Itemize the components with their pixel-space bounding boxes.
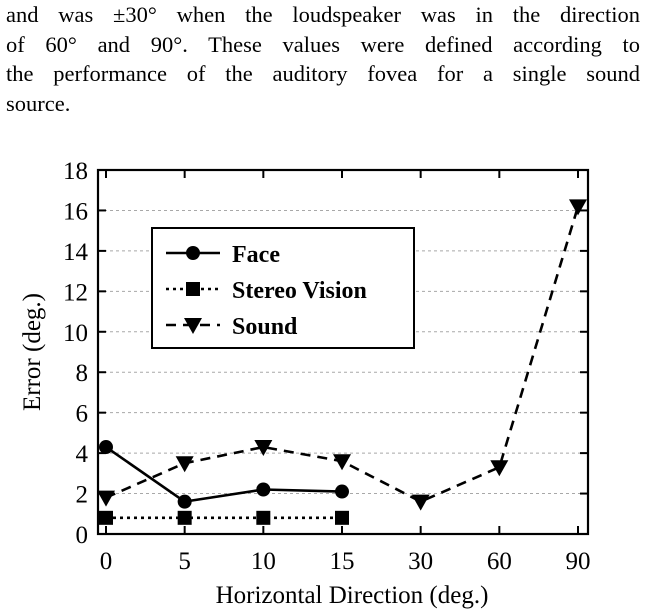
y-tick-label: 16 [63, 198, 88, 225]
y-tick-label: 12 [63, 279, 88, 306]
y-tick-label: 8 [76, 360, 89, 387]
plot-frame [96, 168, 590, 536]
paragraph-line: source. [6, 90, 71, 116]
paragraph-line: of 60° and 90°. These values were define… [6, 31, 640, 57]
x-tick-label: 60 [487, 548, 512, 575]
x-axis-label: Horizontal Direction (deg.) [216, 582, 489, 609]
data-point-triangle-down [569, 199, 587, 216]
legend-label: Stereo Vision [232, 278, 367, 304]
axis-ticks [98, 169, 588, 535]
y-tick-label: 0 [76, 522, 89, 549]
x-tick-label: 0 [100, 548, 113, 575]
data-point-triangle-down [333, 454, 351, 471]
legend-marker-square [186, 282, 200, 296]
data-point-triangle-down [175, 456, 194, 473]
data-point-circle [99, 440, 113, 455]
legend-marker-triangle-down [184, 318, 202, 334]
x-tick-label: 15 [330, 548, 355, 575]
legend-marker-circle [186, 246, 200, 260]
y-tick-label: 10 [63, 320, 88, 347]
data-point-triangle-down [490, 460, 509, 477]
x-tick-label: 10 [251, 548, 276, 575]
y-tick-label: 18 [63, 158, 88, 185]
y-tick-label: 2 [76, 482, 89, 509]
paragraph-line: and was ±30° when the loudspeaker was in… [6, 2, 640, 27]
legend: Face Stereo Vision Sound [151, 227, 415, 349]
series-markers [97, 199, 587, 525]
data-point-triangle-down [411, 494, 430, 511]
x-tick-label: 5 [178, 548, 191, 575]
paragraph-line: the performance of the auditory fovea fo… [6, 61, 640, 86]
data-point-square [99, 510, 113, 525]
data-point-circle [335, 484, 349, 499]
grid-lines [98, 209, 588, 495]
data-point-circle [177, 494, 192, 509]
x-tick-labels: 0 5 10 15 30 60 90 [100, 548, 591, 575]
body-paragraph: and was ±30° when the loudspeaker was in… [6, 0, 640, 118]
data-point-square [177, 510, 192, 525]
data-point-triangle-down [97, 490, 115, 507]
x-tick-label: 30 [408, 548, 433, 575]
data-point-square [335, 510, 349, 525]
y-tick-label: 14 [63, 239, 89, 266]
y-tick-label: 6 [76, 401, 89, 428]
y-tick-labels: 0 2 4 6 8 10 12 14 16 18 [63, 158, 89, 549]
x-tick-label: 90 [566, 548, 591, 575]
data-point-square [256, 510, 271, 525]
legend-label: Sound [232, 314, 298, 340]
y-tick-label: 4 [76, 441, 89, 468]
data-point-triangle-down [254, 440, 273, 457]
series-line-circle [105, 445, 343, 503]
data-point-circle [256, 482, 271, 497]
y-axis-label: Error (deg.) [19, 293, 46, 411]
legend-label: Face [232, 242, 280, 268]
